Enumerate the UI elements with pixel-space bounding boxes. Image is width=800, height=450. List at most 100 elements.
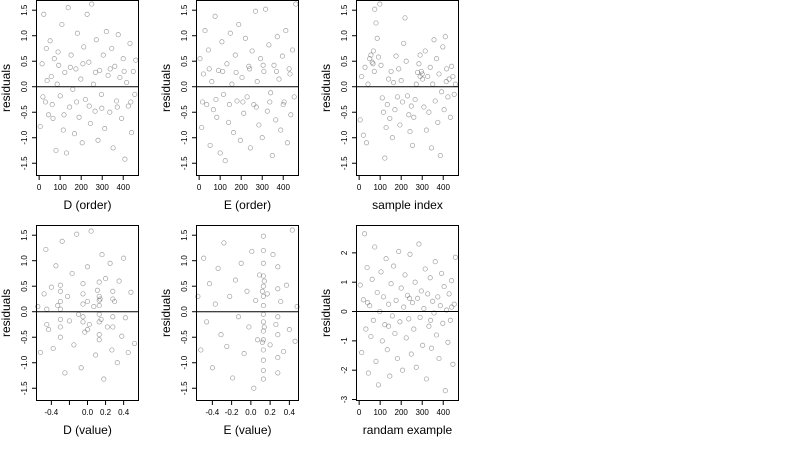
scatter-panel: -0.4 0.0 0.2 0.4 -1.5 -1.0 -0.5 0.0 0.5 1.0 1.5 D (…	[0, 225, 139, 437]
y-axis-label: residuals	[319, 289, 333, 337]
data-point	[84, 327, 91, 333]
y-tick-label: 1.0	[340, 30, 349, 42]
data-point	[374, 35, 380, 41]
data-point	[399, 99, 406, 105]
data-point	[402, 15, 408, 21]
data-point	[88, 228, 94, 234]
data-point	[260, 319, 266, 325]
data-point	[377, 1, 383, 7]
x-tick-label: 300	[256, 183, 270, 192]
data-point	[416, 241, 422, 247]
data-point	[253, 297, 259, 304]
data-points	[357, 1, 458, 161]
data-point	[367, 303, 373, 309]
x-tick-label: 200	[395, 408, 409, 417]
data-point	[95, 137, 101, 143]
data-point	[96, 311, 102, 317]
data-point	[269, 153, 275, 159]
data-point	[291, 94, 297, 100]
data-point	[44, 306, 50, 312]
data-point	[218, 332, 224, 338]
x-tick-label: 400	[437, 183, 451, 192]
data-point	[261, 324, 267, 330]
data-point	[386, 301, 392, 307]
scatter-panel: -0.4 -0.2 0.0 0.2 0.4 -1.5 -1.0 -0.5 0.0 0.5 1.0 1.…	[159, 225, 300, 437]
plot-frame	[36, 225, 139, 401]
data-point	[96, 303, 102, 309]
data-point	[415, 295, 421, 301]
data-point	[368, 333, 374, 340]
data-point	[412, 279, 418, 285]
data-point	[103, 29, 109, 35]
data-point	[388, 68, 394, 74]
x-axis-label: E (order)	[224, 198, 271, 212]
data-points	[357, 231, 458, 394]
data-point	[229, 81, 235, 87]
data-point	[56, 62, 62, 68]
data-point	[61, 112, 67, 118]
data-point	[90, 81, 96, 87]
data-point	[260, 62, 266, 68]
data-point	[50, 345, 56, 352]
data-point	[397, 122, 403, 128]
data-point	[204, 319, 210, 325]
data-point	[445, 339, 451, 345]
data-point	[212, 301, 218, 307]
data-point	[360, 297, 366, 303]
data-point	[80, 291, 86, 297]
data-point	[57, 298, 63, 305]
data-point	[46, 327, 52, 333]
y-tick-label: -0.5	[20, 105, 29, 119]
data-point	[387, 373, 393, 379]
data-point	[409, 142, 416, 148]
data-point	[379, 338, 385, 344]
data-point	[260, 303, 266, 309]
y-tick-label: -1.0	[180, 355, 189, 369]
data-point	[289, 227, 295, 233]
data-point	[119, 333, 125, 339]
x-axis-label: randam example	[363, 423, 453, 437]
data-point	[267, 342, 273, 348]
data-point	[288, 112, 294, 118]
data-point	[244, 288, 250, 294]
data-point	[246, 63, 252, 69]
data-point	[206, 66, 212, 72]
data-point	[403, 335, 409, 341]
data-point	[422, 48, 428, 54]
y-tick-label: -0.5	[340, 105, 349, 119]
data-point	[89, 1, 95, 7]
data-point	[273, 68, 280, 74]
data-point	[55, 49, 61, 55]
y-tick-label: -3	[340, 395, 349, 403]
y-tick-label: -1.0	[180, 130, 189, 144]
data-point	[260, 367, 266, 373]
data-point	[367, 56, 373, 62]
data-point	[100, 52, 106, 58]
data-point	[48, 73, 54, 80]
x-tick-label: 0.0	[245, 408, 257, 417]
scatter-panel: 0 100 200 300 400 -1.5 -1.0 -0.5 0.0 0.5 1.0 1.5 sam…	[319, 0, 459, 212]
data-point	[98, 91, 104, 97]
data-point	[241, 351, 247, 357]
data-point	[364, 264, 370, 271]
data-point	[380, 109, 387, 115]
data-point	[247, 66, 253, 72]
data-point	[240, 99, 246, 105]
x-tick-label: 0.4	[118, 408, 130, 417]
data-point	[383, 256, 389, 262]
y-tick-label: 0.0	[180, 306, 189, 318]
data-point	[398, 285, 404, 291]
data-point	[260, 273, 266, 279]
data-point	[101, 376, 107, 382]
data-point	[389, 313, 395, 319]
data-point	[92, 108, 98, 114]
data-point	[67, 104, 73, 110]
data-point	[59, 21, 65, 28]
y-tick-label: 1.5	[180, 229, 189, 241]
data-point	[433, 332, 440, 338]
y-tick-label: 0.5	[180, 280, 189, 292]
data-point	[370, 317, 376, 323]
x-tick-label: 0.2	[100, 408, 112, 417]
data-point	[114, 360, 120, 366]
data-point	[393, 53, 399, 59]
